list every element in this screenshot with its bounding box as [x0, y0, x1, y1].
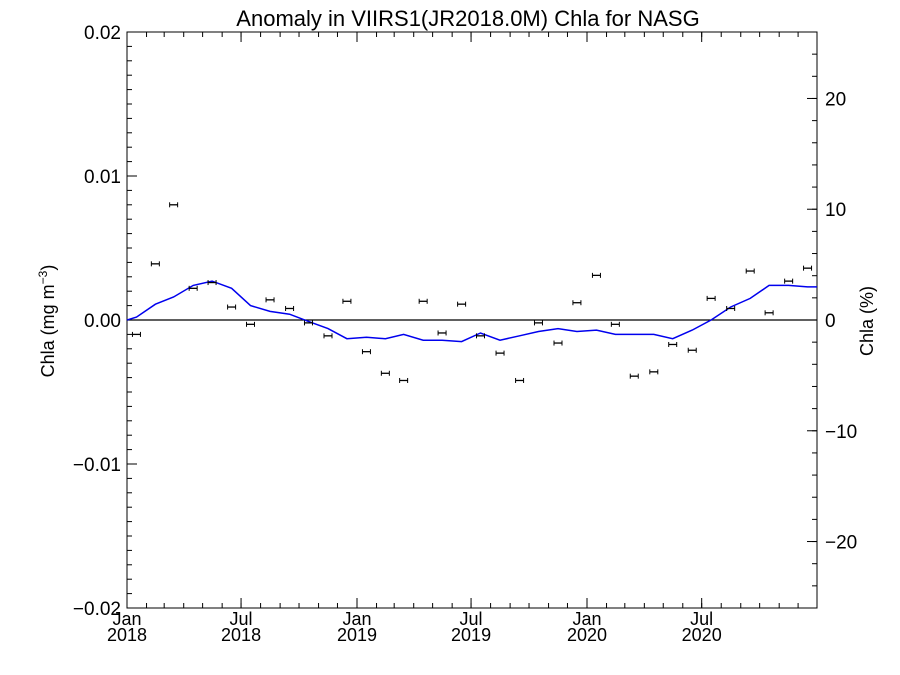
data-point [399, 377, 409, 383]
y-right-tick-label: −10 [825, 422, 857, 443]
data-point [265, 297, 275, 303]
y-left-tick-label: 0.01 [84, 167, 121, 188]
y-left-tick-label: −0.01 [73, 455, 121, 476]
data-point [342, 298, 352, 304]
data-point [745, 268, 755, 274]
y-right-tick-label: 10 [825, 200, 846, 221]
data-point [803, 265, 813, 271]
data-point [303, 320, 313, 326]
data-point [457, 301, 467, 307]
data-point [726, 305, 736, 311]
x-tick-year: 2020 [567, 625, 607, 645]
y-right-tick-label: 20 [825, 89, 846, 110]
data-point [131, 331, 141, 337]
data-point [227, 304, 237, 310]
y-axis-label-right: Chla (%) [857, 286, 877, 356]
x-tick-month: Jan [112, 609, 141, 629]
data-point [285, 305, 295, 311]
y-axis-label-left: Chla (mg m−3) [36, 265, 58, 378]
data-point [533, 320, 543, 326]
data-point [380, 370, 390, 376]
data-point [207, 280, 217, 286]
x-tick-year: 2018 [107, 625, 147, 645]
y-right-tick-label: 0 [825, 311, 836, 332]
y-left-tick-label: 0.02 [84, 23, 121, 44]
data-point [150, 261, 160, 267]
data-point [687, 347, 697, 353]
anomaly-line [126, 280, 817, 343]
data-point [495, 350, 505, 356]
data-point [764, 310, 774, 316]
blue-line-series [126, 280, 817, 343]
x-tick-year: 2020 [682, 625, 722, 645]
data-point [591, 272, 601, 278]
data-point [169, 202, 179, 208]
data-point [610, 321, 620, 327]
data-point [246, 321, 256, 327]
y-left-tick-label: −0.02 [73, 599, 121, 620]
x-tick-year: 2018 [221, 625, 261, 645]
data-point [323, 333, 333, 339]
data-point [649, 369, 659, 375]
error-bar-point-series [131, 202, 813, 383]
data-point [553, 340, 563, 346]
data-point [629, 373, 639, 379]
x-tick-month: Jul [690, 609, 713, 629]
y-left-tick-label: 0.00 [84, 311, 121, 332]
chart-title: Anomaly in VIIRS1(JR2018.0M) Chla for NA… [236, 6, 699, 31]
data-point [706, 295, 716, 301]
x-tick-year: 2019 [337, 625, 377, 645]
data-point [515, 377, 525, 383]
data-point [784, 278, 794, 284]
data-point [476, 333, 486, 339]
x-tick-month: Jan [572, 609, 601, 629]
data-point [668, 341, 678, 347]
x-tick-month: Jan [342, 609, 371, 629]
x-tick-month: Jul [460, 609, 483, 629]
data-point [418, 298, 428, 304]
axis-ticks: 0.020.010.00−0.01−0.0220100−10−20Jan2018… [73, 23, 857, 645]
y-right-tick-label: −20 [825, 533, 857, 554]
data-point [572, 300, 582, 306]
data-point [361, 349, 371, 355]
x-tick-month: Jul [230, 609, 253, 629]
data-point [437, 330, 447, 336]
x-tick-year: 2019 [451, 625, 491, 645]
data-point [188, 285, 198, 291]
